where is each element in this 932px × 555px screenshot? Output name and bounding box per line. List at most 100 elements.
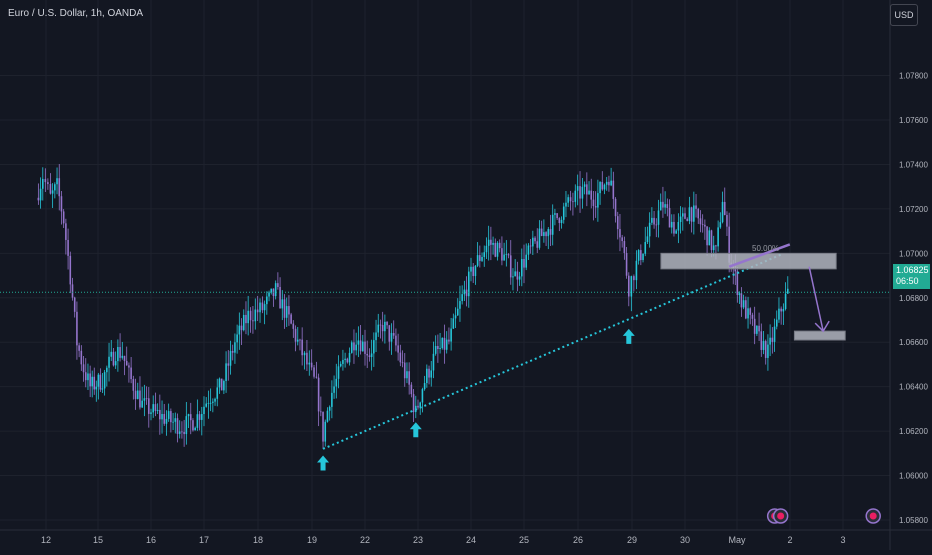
candle-body <box>249 310 252 321</box>
candle-body <box>238 325 241 335</box>
candle-body <box>677 222 680 231</box>
candle-body <box>693 205 695 222</box>
candle-body <box>701 224 704 226</box>
candle-body <box>288 306 290 315</box>
candle-body <box>717 227 719 247</box>
down-arrow-head-icon <box>814 320 830 333</box>
candle-body <box>58 178 61 197</box>
candle-body <box>773 326 776 342</box>
candle-body <box>234 342 236 353</box>
candle-body <box>640 250 642 261</box>
currency-button[interactable]: USD <box>890 4 918 26</box>
candle-body <box>254 309 257 322</box>
candle-body <box>366 353 369 356</box>
candle-body <box>627 275 630 297</box>
x-tick-label: May <box>728 535 746 545</box>
candle-body <box>712 245 715 251</box>
candle-body <box>543 232 545 236</box>
candle-body <box>673 221 675 234</box>
candle-body <box>172 421 174 423</box>
candle-body <box>91 376 94 387</box>
candle-body <box>608 181 610 186</box>
candle-body <box>441 337 444 349</box>
candle-body <box>567 197 569 203</box>
candle-body <box>324 421 327 442</box>
candle-body <box>569 197 572 202</box>
candle-body <box>89 373 91 387</box>
y-tick-label: 1.06600 <box>899 338 928 347</box>
candle-body <box>496 242 499 257</box>
candle-body <box>769 337 771 345</box>
candle-body <box>666 204 669 208</box>
candle-body <box>767 344 769 358</box>
candle-body <box>181 431 183 433</box>
candle-body <box>601 182 604 190</box>
candle-body <box>270 288 273 293</box>
candle-body <box>786 288 789 294</box>
x-tick-label: 19 <box>307 535 317 545</box>
candle-body <box>69 255 72 285</box>
candle-body <box>686 218 689 221</box>
candle-body <box>758 325 760 332</box>
candle-body <box>576 186 579 191</box>
candle-body <box>384 321 386 332</box>
candle-body <box>101 388 104 390</box>
candle-body <box>54 184 56 191</box>
candle-body <box>583 184 586 187</box>
x-tick-label: 2 <box>787 535 792 545</box>
candle-body <box>695 205 697 209</box>
candle-body <box>240 325 243 331</box>
candle-body <box>476 255 479 266</box>
candle-body <box>134 390 137 399</box>
candle-body <box>348 352 351 363</box>
down-arrow-shaft <box>808 266 824 332</box>
candle-body <box>283 299 286 318</box>
candle-body <box>653 217 655 225</box>
candle-body <box>565 202 567 207</box>
candle-body <box>216 387 219 399</box>
candle-body <box>315 376 318 378</box>
candle-body <box>614 198 617 217</box>
candle-body <box>426 368 428 384</box>
candle-body <box>41 178 44 189</box>
candle-body <box>534 237 536 242</box>
candle-body <box>390 333 393 342</box>
target-zone <box>793 330 846 341</box>
candle-body <box>503 254 505 261</box>
symbol-title: Euro / U.S. Dollar, 1h, OANDA <box>8 8 144 19</box>
candle-body <box>192 420 194 431</box>
candle-body <box>37 197 40 201</box>
candle-body <box>507 254 510 256</box>
candle-body <box>670 221 673 228</box>
candle-body <box>505 254 508 256</box>
candle-body <box>187 414 190 417</box>
x-tick-label: 24 <box>466 535 476 545</box>
candle-body <box>736 271 739 295</box>
candle-body <box>110 351 113 357</box>
candle-body <box>612 180 615 199</box>
candle-body <box>399 352 402 363</box>
candle-body <box>461 294 463 302</box>
candle-body <box>397 345 399 353</box>
candle-body <box>562 206 565 220</box>
candle-body <box>574 190 577 202</box>
candle-body <box>156 409 159 411</box>
candle-body <box>655 224 658 226</box>
candle-body <box>342 359 344 364</box>
candle-body <box>229 351 232 366</box>
candle-body <box>361 341 364 352</box>
candle-body <box>603 184 606 190</box>
candle-body <box>71 284 74 298</box>
candle-body <box>301 339 303 356</box>
candle-body <box>684 213 686 219</box>
candle-body <box>540 228 543 236</box>
candle-body <box>176 418 179 434</box>
candle-body <box>642 253 644 261</box>
candle-body <box>139 390 141 408</box>
candle-body <box>581 186 584 199</box>
candle-body <box>277 283 279 287</box>
candle-body <box>417 405 419 408</box>
projection-line <box>728 243 791 268</box>
